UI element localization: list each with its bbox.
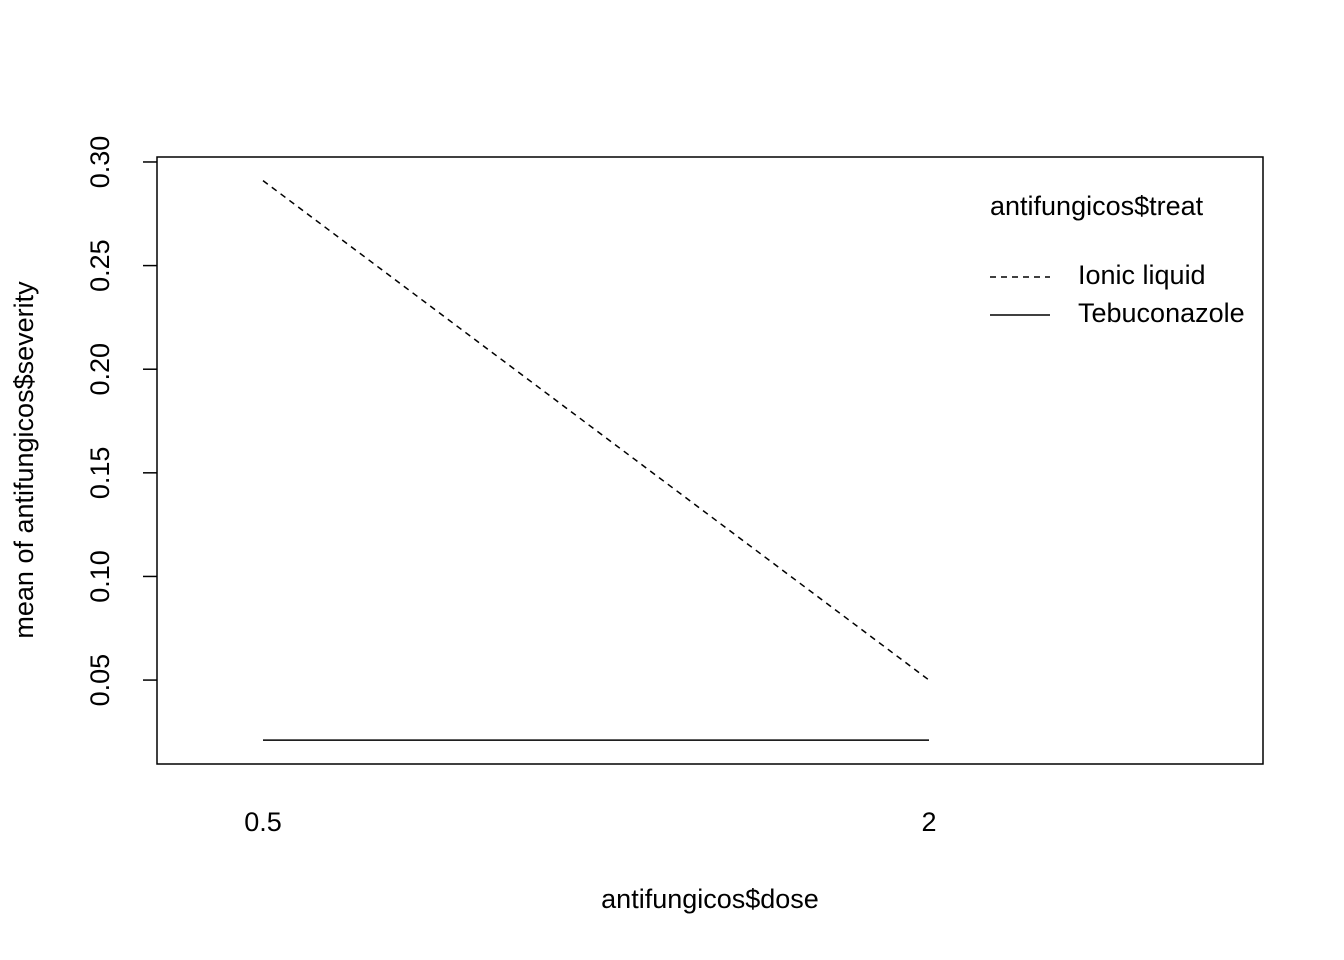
legend-label: Tebuconazole xyxy=(1078,298,1245,328)
y-axis-label: mean of antifungicos$severity xyxy=(9,281,39,639)
y-tick-label: 0.10 xyxy=(85,550,115,603)
x-tick-label: 2 xyxy=(921,807,936,837)
y-tick-label: 0.20 xyxy=(85,343,115,396)
y-tick-label: 0.15 xyxy=(85,447,115,500)
y-tick-label: 0.05 xyxy=(85,654,115,707)
legend-label: Ionic liquid xyxy=(1078,260,1206,290)
y-tick-label: 0.30 xyxy=(85,136,115,189)
y-tick-label: 0.25 xyxy=(85,239,115,292)
plot-frame xyxy=(156,156,1264,765)
x-tick-label: 0.5 xyxy=(244,807,282,837)
x-axis-label: antifungicos$dose xyxy=(601,884,819,914)
series-line xyxy=(262,180,930,681)
legend-title: antifungicos$treat xyxy=(990,191,1204,221)
